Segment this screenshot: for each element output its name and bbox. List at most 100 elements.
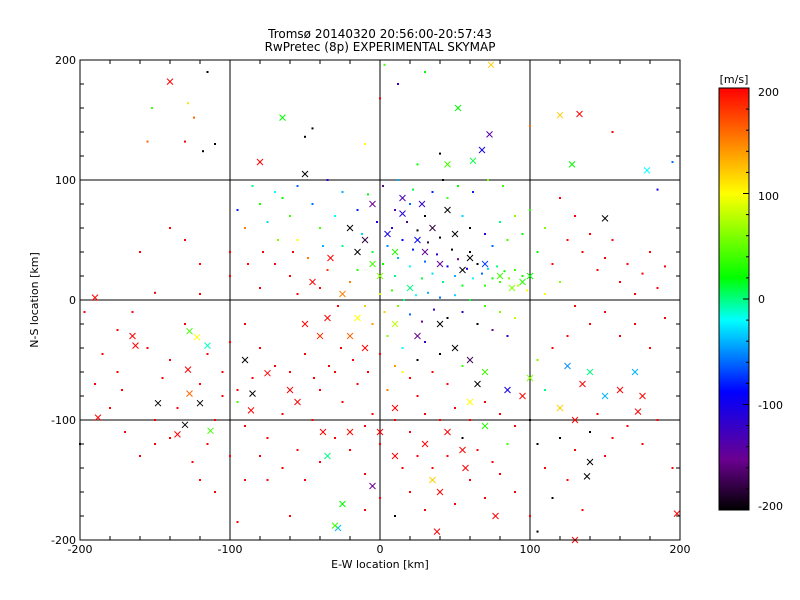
data-point-dot [517, 284, 519, 287]
data-point-dot [296, 239, 299, 241]
data-point-cross [369, 200, 376, 208]
data-point-dot [442, 179, 444, 181]
cross-stroke [474, 380, 481, 388]
data-point-cross [294, 398, 301, 406]
data-point-cross [331, 522, 339, 529]
chart-subtitle: RwPretec (8p) EXPERIMENTAL SKYMAP [265, 40, 496, 54]
data-point-dot [439, 353, 441, 355]
cross-stroke [519, 278, 526, 286]
data-point-dot [397, 305, 399, 307]
cross-stroke [414, 236, 421, 244]
y-tick-label: 200 [55, 54, 76, 67]
data-point-dot [521, 275, 524, 277]
data-point-dot [529, 515, 531, 517]
colorbar-tick-label: 200 [758, 86, 779, 99]
cross-stroke [369, 200, 376, 208]
data-point-dot [371, 323, 374, 325]
data-point-cross [634, 408, 642, 415]
cross-stroke [391, 248, 399, 256]
data-point-dot [611, 239, 614, 241]
data-point-cross [421, 248, 429, 256]
data-point-dot [251, 377, 254, 379]
cross-stroke [129, 332, 136, 340]
x-tick-label: 100 [520, 543, 541, 556]
data-point-dot [551, 497, 554, 499]
x-tick-label: -100 [218, 543, 243, 556]
colorbar-label: [m/s] [720, 73, 749, 86]
data-point-dot [529, 419, 531, 421]
data-point-cross [249, 390, 256, 397]
cross-stroke [241, 356, 249, 364]
data-point-dot [311, 419, 314, 421]
data-point-dot [451, 248, 453, 251]
cross-stroke [196, 399, 204, 407]
data-point-dot [409, 203, 411, 205]
data-point-dot [322, 245, 324, 247]
data-point-dot [199, 263, 201, 265]
data-point-dot [469, 299, 471, 301]
data-point-dot [424, 413, 426, 415]
data-point-dot [424, 509, 426, 511]
data-point-dot [124, 431, 126, 433]
data-point-dot [364, 305, 366, 307]
data-point-dot [536, 359, 539, 361]
data-point-dot [412, 188, 414, 191]
data-point-dot [481, 272, 483, 275]
data-point-dot [424, 260, 426, 263]
cross-stroke [376, 428, 384, 436]
cross-stroke [526, 374, 534, 382]
data-point-dot [506, 239, 509, 241]
cross-stroke [346, 224, 354, 232]
cross-stroke [571, 416, 579, 424]
cross-stroke [391, 320, 399, 328]
data-point-cross [478, 146, 486, 154]
cross-stroke [421, 440, 429, 448]
data-point-dot [589, 233, 591, 235]
data-point-dot [484, 233, 486, 235]
data-point-cross [579, 380, 586, 388]
data-point-dot [446, 317, 449, 319]
data-point-cross [519, 392, 526, 400]
data-point-dot [319, 227, 321, 229]
data-point-dot [187, 102, 189, 105]
data-point-dot [266, 437, 269, 439]
data-point-dot [503, 270, 506, 273]
data-point-dot [446, 197, 449, 199]
data-point-cross [301, 320, 309, 328]
data-point-dot [236, 209, 239, 211]
data-point-dot [184, 140, 186, 143]
cross-stroke [643, 167, 651, 174]
cross-stroke [583, 473, 591, 480]
data-point-dot [364, 425, 366, 427]
data-point-dot [611, 131, 614, 133]
data-point-cross [436, 260, 444, 268]
cross-stroke [354, 248, 361, 256]
data-point-dot [403, 299, 405, 301]
cross-stroke [369, 260, 376, 268]
cross-stroke [579, 380, 586, 388]
y-axis-label: N-S location [km] [28, 252, 41, 348]
cross-stroke [399, 194, 406, 202]
data-point-dot [259, 455, 261, 457]
data-point-cross [369, 260, 376, 268]
data-point-cross [508, 284, 516, 292]
data-point-dot [596, 269, 599, 271]
data-point-dot [394, 515, 396, 517]
cross-stroke [391, 404, 399, 412]
cross-stroke [436, 320, 444, 328]
data-point-cross [643, 167, 651, 174]
data-point-cross [466, 398, 474, 406]
data-point-dot [641, 443, 644, 445]
data-point-cross [568, 161, 576, 168]
cross-stroke [481, 368, 489, 376]
x-axis-label: E-W location [km] [331, 558, 429, 571]
data-point-cross [174, 431, 181, 438]
data-point-dot [604, 455, 606, 457]
data-point-dot [436, 253, 438, 256]
data-point-cross [451, 344, 459, 352]
cross-stroke [154, 399, 162, 407]
data-point-dot [304, 135, 306, 138]
data-point-cross [504, 386, 511, 394]
data-point-dot [521, 233, 524, 235]
data-point-cross [496, 272, 504, 280]
